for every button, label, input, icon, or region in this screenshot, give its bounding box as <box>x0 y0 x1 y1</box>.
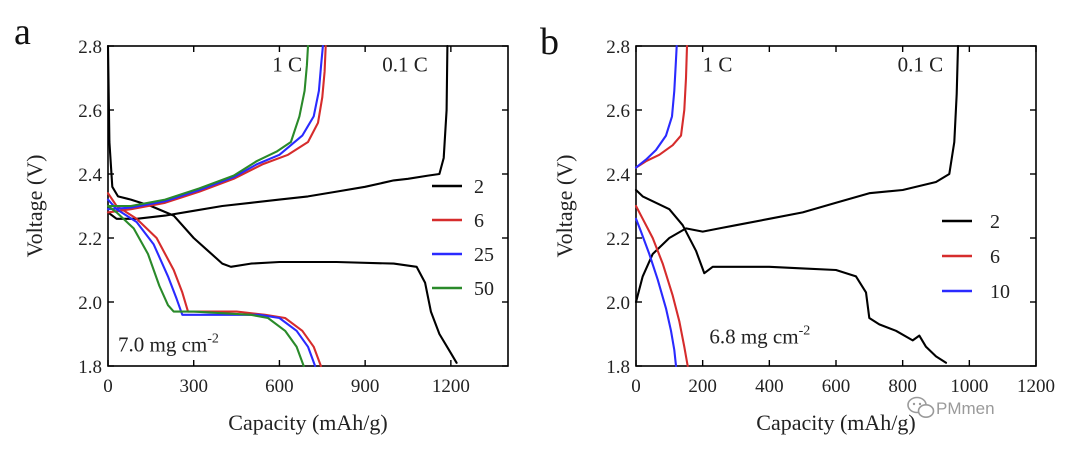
x-tick-label: 1000 <box>950 376 988 397</box>
y-tick-label: 2.2 <box>606 229 630 250</box>
annotation: 0.1 C <box>898 53 944 77</box>
x-tick-label: 600 <box>265 376 294 397</box>
x-tick-label: 800 <box>888 376 917 397</box>
series-2-charge-line <box>634 44 960 304</box>
series-2-discharge-line <box>106 44 458 364</box>
x-tick-label: 300 <box>179 376 208 397</box>
x-tick-label: 600 <box>822 376 851 397</box>
series-25-discharge-line <box>106 198 317 368</box>
y-tick-label: 2.0 <box>606 293 630 314</box>
y-tick-label: 2.6 <box>606 101 630 122</box>
x-tick-label: 200 <box>688 376 717 397</box>
x-tick-label: 400 <box>755 376 784 397</box>
y-tick-label: 1.8 <box>606 357 630 378</box>
y-tick-label: 2.4 <box>78 165 102 186</box>
y-axis-title: Voltage (V) <box>22 155 47 258</box>
annotation: 6.8 mg cm-2 <box>709 324 810 349</box>
wechat-icon <box>907 396 935 418</box>
annotation-superscript: -2 <box>799 324 811 339</box>
series-10-charge-line <box>634 44 678 169</box>
y-tick-label: 2.0 <box>78 293 102 314</box>
panel-label: a <box>14 11 31 53</box>
legend-label-6: 6 <box>990 246 1000 268</box>
y-axis-title: Voltage (V) <box>552 155 577 258</box>
series-6-charge-line <box>634 44 689 169</box>
x-tick-label: 1200 <box>1017 376 1055 397</box>
y-tick-label: 2.8 <box>606 37 630 58</box>
legend-label-10: 10 <box>990 281 1010 303</box>
series-6-charge-line <box>106 44 327 214</box>
annotation: 7.0 mg cm-2 <box>118 332 219 357</box>
annotation: 0.1 C <box>382 53 428 77</box>
x-tick-label: 1200 <box>432 376 470 397</box>
annotation: 1 C <box>272 53 302 77</box>
panel-a: a 0 300 600 900 1200 1.8 2.0 2.2 2.4 2.6 2.8 Capacit… <box>14 11 509 435</box>
series-2-charge-line <box>106 44 449 220</box>
series-6-discharge-line <box>634 204 689 368</box>
series-50-charge-line <box>106 44 310 208</box>
series-10-discharge-line <box>634 217 678 368</box>
x-axis-title: Capacity (mAh/g) <box>756 410 915 435</box>
series-50-discharge-line <box>106 204 305 368</box>
plot-frame <box>107 45 509 367</box>
x-axis-title: Capacity (mAh/g) <box>228 410 387 435</box>
watermark-text: PMmen <box>936 399 995 418</box>
series-2-discharge-line <box>634 188 948 364</box>
x-tick-label: 0 <box>631 376 641 397</box>
x-tick-label: 0 <box>103 376 113 397</box>
panel-label: b <box>540 21 559 63</box>
plot-frame <box>635 45 1037 367</box>
legend-label-50: 50 <box>474 278 494 300</box>
x-tick-label: 900 <box>351 376 380 397</box>
y-tick-label: 2.8 <box>78 37 102 58</box>
annotation-superscript: -2 <box>207 332 219 347</box>
watermark: PMmen <box>907 396 995 418</box>
legend-label-2: 2 <box>990 211 1000 233</box>
y-tick-label: 2.2 <box>78 229 102 250</box>
panel-b: b 0 200 400 600 800 1000 1200 1.8 2.0 2.2 2.4 2.6 2.8… <box>540 21 1055 435</box>
legend-label-6: 6 <box>474 210 484 232</box>
y-tick-label: 2.6 <box>78 101 102 122</box>
legend-label-2: 2 <box>474 176 484 198</box>
legend-label-25: 25 <box>474 244 494 266</box>
y-tick-label: 2.4 <box>606 165 630 186</box>
annotation: 1 C <box>703 53 733 77</box>
y-tick-label: 1.8 <box>78 357 102 378</box>
series-25-charge-line <box>106 44 324 211</box>
